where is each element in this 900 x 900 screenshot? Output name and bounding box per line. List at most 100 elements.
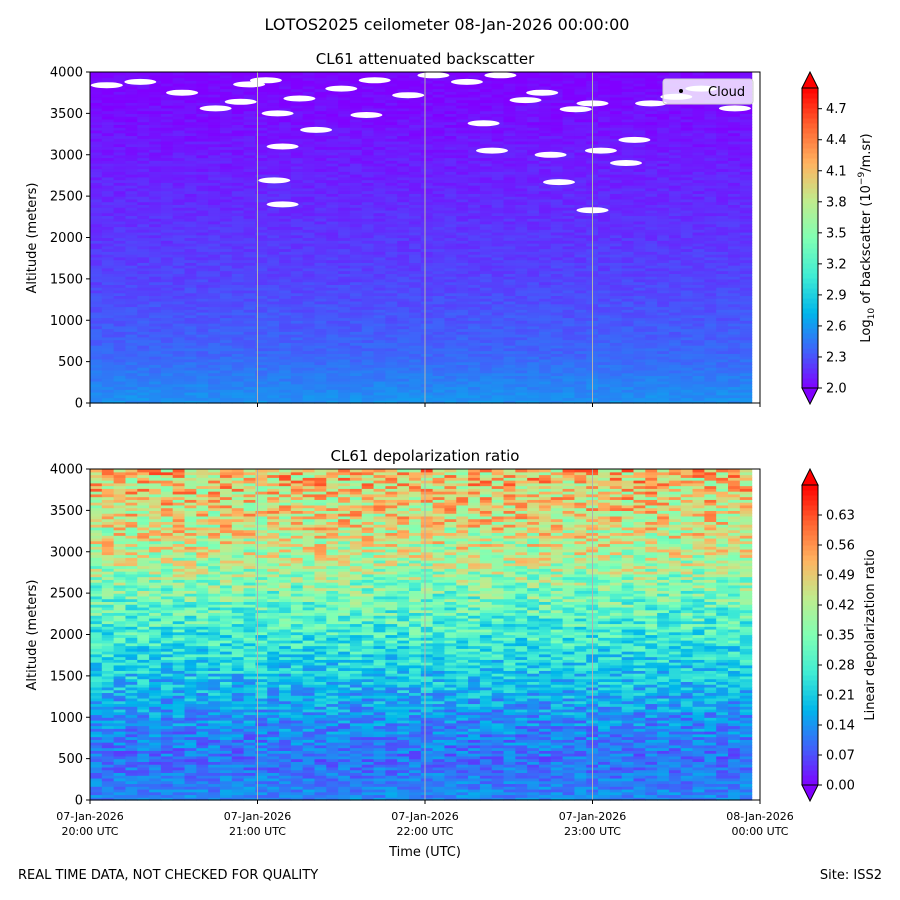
heatmap-cell: [231, 358, 245, 363]
heatmap-cell: [704, 248, 717, 252]
heatmap-cell: [562, 196, 575, 200]
heatmap-cell: [704, 196, 717, 200]
heatmap-cell: [515, 204, 528, 208]
heatmap-cell: [716, 339, 729, 343]
heatmap-cell: [338, 300, 351, 305]
heatmap-cell: [326, 207, 339, 211]
heatmap-cell: [598, 375, 611, 379]
heatmap-cell: [349, 165, 363, 170]
heatmap-cell: [184, 336, 197, 341]
heatmap-cell: [196, 243, 209, 247]
heatmap-cell: [409, 389, 422, 393]
heatmap-cell: [184, 311, 197, 316]
heatmap-cell: [149, 231, 162, 236]
heatmap-cell: [326, 400, 339, 404]
heatmap-cell: [432, 265, 446, 269]
heatmap-cell: [385, 270, 398, 274]
heatmap-cell: [373, 171, 386, 175]
heatmap-cell: [231, 400, 245, 404]
heatmap-cell: [125, 243, 138, 247]
heatmap-cell: [456, 292, 469, 297]
heatmap-cell: [125, 163, 138, 167]
heatmap-cell: [538, 342, 552, 346]
heatmap-cell: [728, 289, 741, 294]
heatmap-cell: [633, 375, 646, 379]
heatmap-cell: [137, 369, 150, 374]
heatmap-cell: [279, 380, 292, 385]
heatmap-cell: [361, 300, 375, 305]
heatmap-cell: [527, 174, 540, 178]
heatmap-cell: [160, 372, 174, 377]
heatmap-cell: [101, 281, 115, 285]
heatmap-cell: [255, 389, 268, 393]
heatmap-cell: [290, 190, 304, 194]
heatmap-cell: [326, 364, 339, 368]
heatmap-cell: [349, 325, 363, 330]
heatmap-cell: [196, 229, 209, 233]
heatmap-cell: [645, 331, 658, 335]
heatmap-cell: [479, 389, 493, 393]
heatmap-cell: [444, 331, 457, 335]
heatmap-cell: [692, 400, 705, 404]
heatmap-cell: [160, 179, 174, 183]
heatmap-cell: [172, 267, 186, 272]
heatmap-cell: [479, 287, 493, 291]
heatmap-cell: [290, 176, 304, 181]
heatmap-cell: [479, 209, 493, 214]
heatmap-cell: [160, 328, 174, 332]
heatmap-cell: [113, 289, 127, 294]
heatmap-cell: [468, 364, 481, 368]
heatmap-cell: [728, 287, 741, 291]
heatmap-cell: [420, 234, 434, 239]
heatmap-cell: [101, 168, 115, 172]
heatmap-cell: [361, 185, 375, 189]
heatmap-cell: [609, 229, 623, 233]
heatmap-cell: [633, 342, 646, 346]
heatmap-cell: [373, 223, 386, 228]
heatmap-cell: [420, 163, 434, 167]
heatmap-cell: [172, 207, 186, 211]
heatmap-cell: [90, 179, 103, 183]
heatmap-cell: [338, 171, 351, 175]
heatmap-cell: [172, 196, 186, 200]
heatmap-cell: [704, 372, 717, 377]
heatmap-cell: [657, 309, 670, 313]
heatmap-cell: [574, 342, 587, 346]
heatmap-cell: [503, 372, 516, 377]
heatmap-cell: [609, 287, 623, 291]
heatmap-cell: [704, 350, 717, 354]
heatmap-cell: [621, 182, 635, 186]
heatmap-cell: [101, 400, 115, 404]
heatmap-cell: [184, 190, 197, 194]
heatmap-cell: [468, 369, 481, 374]
heatmap-cell: [397, 278, 410, 283]
heatmap-cell: [385, 273, 398, 277]
heatmap-cell: [479, 231, 493, 236]
heatmap-cell: [208, 160, 221, 164]
heatmap-cell: [633, 179, 646, 183]
heatmap-cell: [338, 198, 351, 203]
heatmap-cell: [113, 267, 127, 272]
heatmap-cell: [290, 248, 304, 252]
heatmap-cell: [527, 237, 540, 241]
heatmap-cell: [255, 262, 268, 266]
heatmap-cell: [444, 323, 457, 327]
heatmap-cell: [90, 397, 103, 401]
heatmap-cell: [326, 295, 339, 299]
heatmap-cell: [680, 300, 694, 305]
heatmap-cell: [503, 367, 516, 371]
heatmap-cell: [668, 309, 682, 313]
heatmap-cell: [149, 174, 162, 178]
heatmap-cell: [279, 320, 292, 324]
heatmap-cell: [409, 198, 422, 203]
heatmap-cell: [456, 331, 469, 335]
heatmap-cell: [444, 179, 457, 183]
heatmap-cell: [479, 292, 493, 297]
heatmap-cell: [645, 204, 658, 208]
heatmap-cell: [456, 273, 469, 277]
heatmap-cell: [598, 237, 611, 241]
heatmap-cell: [338, 204, 351, 208]
heatmap-cell: [302, 157, 316, 161]
heatmap-cell: [149, 165, 162, 170]
heatmap-cell: [515, 311, 528, 316]
